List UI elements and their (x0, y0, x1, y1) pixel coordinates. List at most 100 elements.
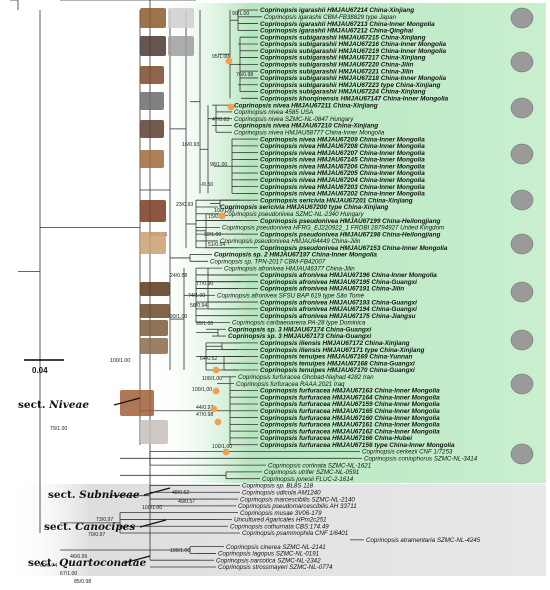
support-value: 44/0.97 (196, 405, 213, 411)
tip-label: Coprinopsis afronivea HMJAU67194 China-G… (260, 306, 417, 313)
support-value: 90/1.00 (232, 11, 249, 17)
tip-label: Coprinopsis khorqinensis HMJAU67147 Chin… (260, 96, 449, 103)
support-value: 100/1.00 (142, 505, 162, 511)
specimen-photo (140, 320, 168, 336)
tip-label: Coprinopsis marcescibilis SZMC-NL-2140 (240, 496, 355, 503)
node-marker (214, 418, 222, 426)
tip-label: Coprinopsis furfuracea HMJAU67160 China-… (260, 415, 440, 422)
tip-label: Coprinopsis udicola AM1240 (242, 489, 321, 496)
specimen-photo (140, 66, 164, 84)
tip-label: Coprinopsis subigarashii HMJAU67217 Chin… (260, 55, 426, 62)
specimen-photo (140, 8, 166, 28)
specimen-photo (168, 36, 194, 56)
tip-label: Coprinopsis subigarashii HMJAU67219 Chin… (260, 48, 447, 55)
tip-label: Coprinopsis utrifer SZMC-NL-0591 (264, 469, 359, 476)
tip-label: Coprinopsis furfuracea HMJAU67159 China-… (260, 401, 440, 408)
tip-label: Coprinopsis pseudonivea SZMC-NL-2340 Hun… (224, 211, 365, 218)
tip-label: Coprinopsis sp. 3 HMJAU67174 China-Guang… (228, 326, 371, 333)
spore-photo (510, 97, 534, 119)
support-value: 99/1.00 (170, 314, 187, 320)
support-value: 100/1.00 (212, 444, 232, 450)
support-value: 98/1.00 (210, 162, 227, 168)
tip-label: Coprinopsis nivea HMJAU67207 China-Inner… (260, 150, 425, 157)
tip-label: Coprinopsis afronivea HMJAU67195 China-G… (260, 279, 417, 286)
specimen-photo (140, 92, 164, 110)
support-value: 100/1.00 (110, 358, 130, 364)
specimen-photo (140, 150, 164, 168)
section-label: sect. Subniveae (48, 489, 140, 501)
specimen-photo (140, 338, 168, 354)
support-value: 67/1.00 (60, 571, 77, 577)
specimen-photo (140, 232, 166, 254)
tip-label: Coprinopsis tenuipes HMJAU67168 China-Gu… (260, 360, 415, 367)
tip-label: Coprinopsis afronivea HMJAU67191 China-J… (260, 286, 404, 293)
tip-label: Coprinopsis narcotica SZMC-NL-2342 (216, 557, 321, 564)
support-value: 23/0.93 (176, 202, 193, 208)
tip-label: Coprinopsis furfuracea HMJAU67156 type C… (260, 442, 455, 449)
support-value: 85/0.98 (74, 579, 91, 585)
tip-label: Coprinopsis coniophorus SZMC-NL-3414 (364, 456, 478, 463)
section-arrow (143, 487, 171, 496)
support-value: 15/0.96 (208, 214, 225, 220)
tip-label: Coprinopsis afronivea HMJAU67175 China-J… (260, 313, 416, 320)
support-value: 100/1.00 (192, 387, 212, 393)
tip-label: Coprinopsis pseudonivea HFRG_EJ220922_1 … (222, 225, 444, 232)
node-marker (222, 448, 230, 456)
support-value: 76/0.98 (236, 72, 253, 78)
specimen-photos (120, 7, 534, 465)
tip-label: Coprinopsis afronivea HMJAU67193 China-G… (260, 299, 417, 306)
tip-label: Coprinopsis jonesii FLUC-2-1614 (262, 476, 354, 483)
tip-label: Coprinopsis tenuipes HMJAU67170 China-Gu… (260, 367, 415, 374)
tree-branches (10, 0, 364, 568)
tip-label: Coprinopsis cinerea SZMC-NL-2141 (226, 544, 326, 551)
support-value: 16/0.93 (182, 142, 199, 148)
support-value: -/0.50 (200, 182, 213, 188)
support-value: 46/0.99 (70, 554, 87, 560)
outgroup-band (10, 484, 546, 576)
node-marker (227, 103, 235, 111)
tip-label: Coprinopsis afronivea HMJAU46377 China-J… (224, 265, 355, 272)
tip-labels: Coprinopsis igarashii HMJAU67214 China-X… (210, 7, 481, 571)
tip-label: Coprinopsis afronivea HMJAU67196 China-I… (260, 272, 437, 279)
tip-label: Coprinopsis tenuipes HMJAU67169 China-Yu… (260, 354, 413, 361)
tip-label: Coprinopsis pseudomarcescibilis AH 33711 (238, 503, 357, 510)
section-labels: sect. Niveae sect. Subniveae sect. Canocip… (18, 397, 171, 569)
tip-label: Coprinopsis iliensis HMJAU67172 China-Xi… (260, 340, 410, 347)
tip-label: Coprinopsis nivea HMJAU67209 China-Inner… (260, 136, 425, 143)
specimen-photo (140, 120, 164, 138)
node-marker (218, 212, 226, 220)
tip-label: Coprinopsis furfuracea Ghobad-Nejhad 428… (238, 374, 374, 381)
tip-label: Coprinopsis furfuracea RAAA 2021 Iraq (236, 381, 345, 388)
spore-photo (510, 373, 534, 395)
specimen-photo (168, 8, 194, 28)
spore-photo (510, 7, 534, 29)
section-label: sect. Canocipes (44, 521, 135, 533)
tip-label: Coprinopsis pseudonivea HMJAU64449 China… (220, 238, 361, 245)
tip-label: Coprinopsis nivea HMJAU67205 China-Inner… (260, 170, 425, 177)
support-value: 47/0.63 (212, 117, 229, 123)
specimen-photo (140, 420, 168, 444)
tip-label: Coprinopsis pseudonivea HMJAU67199 China… (260, 218, 440, 225)
spore-photo (510, 143, 534, 165)
support-values: 90/1.00 95/1.00 76/0.98 47/0.63 16/0.93 98/1.… (40, 11, 253, 585)
tip-label: Coprinopsis pseudonivea HMJAU67153 China… (260, 245, 448, 252)
tip-label: Coprinopsis cothurnata CBS:174.49 (230, 523, 329, 530)
scale-bar-label: 0.04 (32, 366, 48, 375)
support-value: 100/1.00 (214, 208, 234, 214)
support-value: 99/1.00 (196, 321, 213, 327)
node-marker (210, 405, 218, 413)
node-marker (225, 57, 233, 65)
tip-label: Coprinopsis furfuracea HMJAU67161 China-… (260, 422, 440, 429)
tip-label: Coprinopsis nivea HMJAU67206 China-Inner… (260, 163, 425, 170)
node-marker (212, 366, 220, 374)
section-arrow (139, 519, 167, 528)
support-value: 100/1.00 (170, 548, 190, 554)
section-arrow (113, 397, 141, 406)
tip-label: Coprinopsis subigarashii HMJAU67224 Chin… (260, 89, 426, 96)
tip-label: Coprinopsis pseudonivea HMJAU67198 China… (260, 231, 440, 238)
spore-photo (510, 281, 534, 303)
section-label: sect. Quartoconatae (28, 557, 147, 569)
tip-label: Coprinopsis furfuracea HMJAU67163 China-… (260, 388, 440, 395)
